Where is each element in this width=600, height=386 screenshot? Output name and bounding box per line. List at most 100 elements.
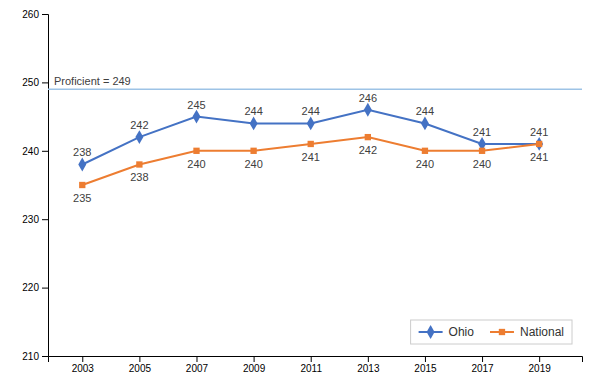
point <box>250 148 256 154</box>
data-label: 244 <box>244 105 262 117</box>
chart: 2003200520072009201120132015201720192102… <box>0 0 600 386</box>
point <box>421 117 429 131</box>
x-tick-label: 2003 <box>72 363 95 374</box>
x-tick-label: 2009 <box>243 363 266 374</box>
x-tick-label: 2017 <box>471 363 494 374</box>
data-label: 241 <box>302 151 320 163</box>
y-tick-label: 220 <box>22 282 39 293</box>
legend-item: National <box>490 325 564 339</box>
legend-marker <box>499 329 505 335</box>
y-tick-label: 260 <box>22 9 39 20</box>
data-label: 240 <box>416 158 434 170</box>
x-tick-label: 2013 <box>357 363 380 374</box>
y-tick-mark <box>42 219 48 220</box>
x-tick: 2015 <box>414 356 437 374</box>
legend-marker <box>427 325 435 339</box>
x-tick-label: 2011 <box>300 363 322 374</box>
point <box>250 117 258 131</box>
y-tick-mark <box>42 82 48 83</box>
data-label: 240 <box>244 158 262 170</box>
legend-label: National <box>520 325 564 339</box>
y-tick-label: 240 <box>22 146 39 157</box>
y-tick: 230 <box>22 214 48 225</box>
point <box>536 141 542 147</box>
x-tick: 2005 <box>129 356 152 374</box>
x-tick-mark <box>482 356 483 362</box>
point <box>136 161 142 167</box>
x-tick-mark <box>254 356 255 362</box>
y-tick-label: 230 <box>22 214 39 225</box>
data-label: 238 <box>130 171 148 183</box>
x-tick: 2003 <box>72 356 95 374</box>
x-tick-label: 2015 <box>414 363 437 374</box>
y-tick-mark <box>42 356 48 357</box>
point <box>79 182 85 188</box>
y-axis: 210 220 230 240 250 260 <box>22 9 48 362</box>
series-line <box>82 137 539 185</box>
point <box>135 130 143 144</box>
y-tick: 210 <box>22 351 48 362</box>
data-label: 240 <box>187 158 205 170</box>
data-label: 241 <box>473 126 491 138</box>
x-tick-label: 2007 <box>186 363 209 374</box>
point <box>364 103 372 117</box>
texts: Proficient = 249 238 242 245 244 244 246 244 241… <box>54 75 548 204</box>
y-tick-mark <box>42 151 48 152</box>
y-tick: 240 <box>22 146 48 157</box>
point <box>193 110 201 124</box>
legend-box <box>411 320 572 344</box>
data-label: 240 <box>473 158 491 170</box>
point <box>422 148 428 154</box>
x-tick: 2009 <box>243 356 266 374</box>
point <box>479 148 485 154</box>
plot: 2003200520072009201120132015201720192102… <box>22 9 582 374</box>
x-tick-mark <box>368 356 369 362</box>
point <box>307 117 315 131</box>
legend: Ohio National <box>411 320 572 344</box>
x-tick-mark <box>311 356 312 362</box>
y-tick-label: 250 <box>22 77 39 88</box>
x-tick-label: 2019 <box>529 363 552 374</box>
point <box>193 148 199 154</box>
data-label: 244 <box>302 105 320 117</box>
x-tick-mark <box>139 356 140 362</box>
x-tick-mark <box>82 356 83 362</box>
x-tick: 2013 <box>357 356 380 374</box>
data-label: 242 <box>130 119 148 131</box>
data-label: 238 <box>73 146 91 158</box>
y-tick: 250 <box>22 77 48 88</box>
x-tick-mark <box>539 356 540 362</box>
x-axis: 2003 2005 2007 2009 2011 2013 2015 2017 2019 <box>49 356 583 374</box>
point <box>78 158 86 172</box>
x-tick-label: 2005 <box>129 363 152 374</box>
marks <box>48 89 582 188</box>
legend-label: Ohio <box>449 325 475 339</box>
data-label: 242 <box>359 144 377 156</box>
y-tick-mark <box>42 14 48 15</box>
x-tick: 2007 <box>186 356 209 374</box>
data-label: 241 <box>530 151 548 163</box>
annotation: Proficient = 249 <box>54 75 131 87</box>
x-tick-mark <box>425 356 426 362</box>
y-tick-label: 210 <box>22 351 39 362</box>
x-tick: 2019 <box>529 356 552 374</box>
legend-item: Ohio <box>419 325 475 339</box>
x-tick: 2017 <box>471 356 494 374</box>
data-label: 235 <box>73 192 91 204</box>
y-tick: 220 <box>22 282 48 293</box>
x-tick: 2011 <box>300 356 322 374</box>
y-tick: 260 <box>22 9 48 20</box>
data-label: 244 <box>416 105 434 117</box>
data-label: 246 <box>359 92 377 104</box>
reference-line <box>48 88 582 90</box>
x-tick-mark <box>196 356 197 362</box>
y-axis-line <box>42 15 49 357</box>
point <box>308 141 314 147</box>
point <box>535 137 543 151</box>
data-label: 241 <box>530 126 548 138</box>
data-label: 245 <box>187 99 205 111</box>
x-axis-line <box>49 357 583 363</box>
series-line <box>82 110 539 165</box>
point <box>365 134 371 140</box>
y-tick-mark <box>42 288 48 289</box>
